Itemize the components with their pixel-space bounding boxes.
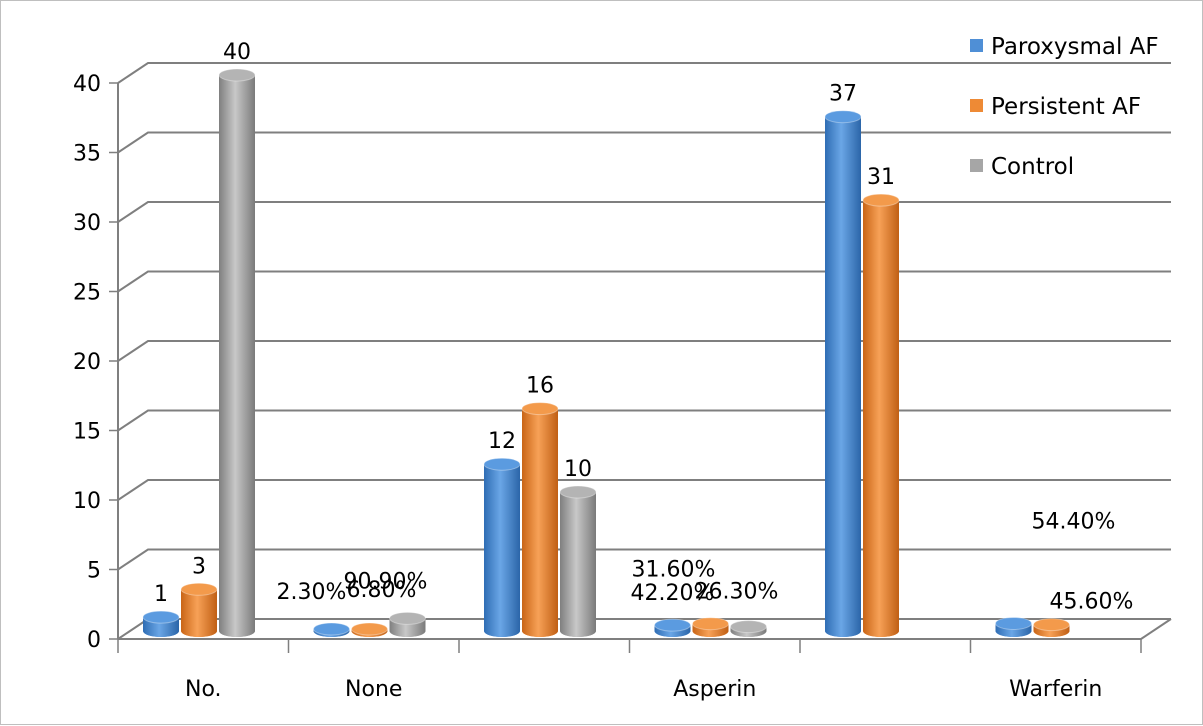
data-label: 1 <box>154 582 168 607</box>
legend-swatch <box>970 39 983 52</box>
bar-control <box>389 611 426 637</box>
bar-persistent-af <box>1033 618 1070 637</box>
x-tick-label: No. <box>185 677 222 702</box>
bar-persistent-af <box>521 402 559 637</box>
gridline <box>117 479 1171 501</box>
y-tick-label: 20 <box>73 350 101 375</box>
x-tick-label: Asperin <box>673 677 756 702</box>
bar-paroxysmal-af <box>995 616 1032 637</box>
legend-label: Persistent AF <box>991 94 1141 120</box>
data-label: 12 <box>488 429 516 454</box>
data-label: 45.60% <box>1050 590 1134 615</box>
data-label: 90.90% <box>344 569 428 594</box>
bar-paroxysmal-af <box>313 622 350 637</box>
y-tick-label: 15 <box>73 420 101 445</box>
data-label: 54.40% <box>1032 509 1116 534</box>
gridline <box>117 131 1171 154</box>
x-tick-label: None <box>345 677 402 702</box>
y-tick-label: 40 <box>73 72 101 97</box>
y-tick-label: 10 <box>73 489 101 514</box>
bar-control <box>730 620 767 637</box>
data-label: 6.80% <box>347 578 417 603</box>
data-label: 31.60% <box>632 558 716 583</box>
data-label: 10 <box>564 457 592 482</box>
y-tick-label: 30 <box>73 211 101 236</box>
bar-persistent-af <box>862 193 900 637</box>
bars <box>142 68 1070 637</box>
data-label: 40 <box>223 40 251 65</box>
axes: 0 5 10 15 20 25 30 35 40 No. None Asperin Warferin <box>73 72 1172 702</box>
y-tick-label: 25 <box>73 281 101 306</box>
bar-paroxysmal-af <box>483 457 521 637</box>
legend: Paroxysmal AF Persistent AF Control <box>970 34 1159 180</box>
gridline <box>117 201 1171 223</box>
data-label: 37 <box>829 82 857 107</box>
bar-persistent-af <box>692 617 729 637</box>
data-labels: 1 2.30% 12 42.20% 37 54.40% 3 6.80% 16 26.30% 31 45… <box>154 40 1133 615</box>
x-tick-label: Warferin <box>1009 677 1102 702</box>
data-label: 3 <box>192 554 206 579</box>
bar-paroxysmal-af <box>824 110 862 637</box>
data-label: 16 <box>526 374 554 399</box>
legend-label: Paroxysmal AF <box>991 34 1159 60</box>
gridline <box>117 340 1171 362</box>
bar-persistent-af <box>180 582 218 637</box>
gridline <box>117 270 1171 293</box>
legend-swatch <box>970 99 983 112</box>
bar-paroxysmal-af <box>654 618 691 637</box>
bar-paroxysmal-af <box>142 610 180 637</box>
y-tick-label: 35 <box>73 142 101 167</box>
bar-persistent-af <box>351 622 388 637</box>
data-label: 42.20% <box>631 581 715 606</box>
data-label: 2.30% <box>277 580 347 605</box>
legend-label: Control <box>991 154 1074 180</box>
gridline <box>117 409 1171 432</box>
y-tick-label: 5 <box>87 559 101 584</box>
data-label: 26.30% <box>695 580 779 605</box>
gridlines <box>117 62 1171 640</box>
legend-swatch <box>970 159 983 172</box>
gridline <box>117 62 1171 84</box>
data-label: 31 <box>867 165 895 190</box>
bar-control <box>218 68 256 637</box>
bar-control <box>559 485 597 637</box>
y-tick-label: 0 <box>87 628 101 653</box>
